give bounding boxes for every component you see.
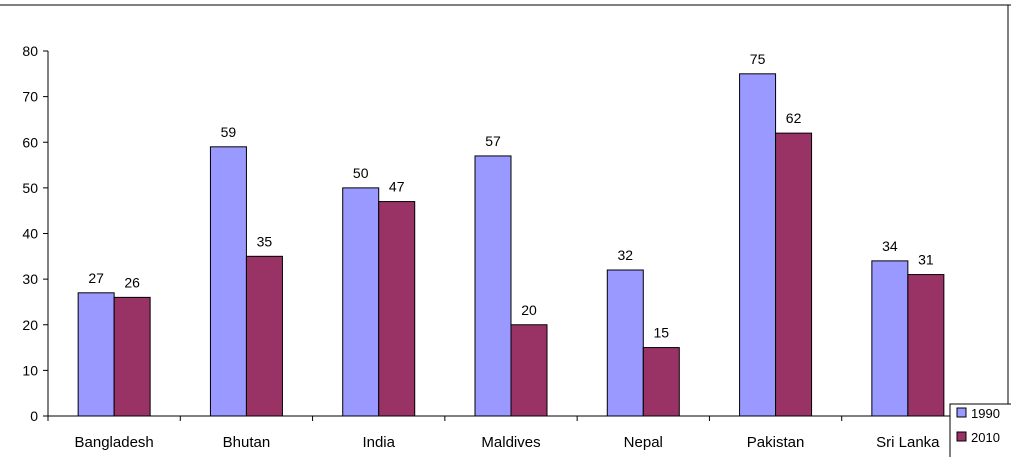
bar-2010-maldives bbox=[510, 324, 548, 417]
bar-2010-nepal bbox=[642, 347, 680, 417]
bar-1990-pakistan bbox=[739, 73, 777, 417]
bar-1990-india bbox=[342, 187, 380, 417]
data-label: 34 bbox=[882, 238, 898, 254]
bar-2010-sri-lanka bbox=[907, 274, 945, 417]
data-label: 75 bbox=[750, 51, 766, 67]
y-tick-label: 30 bbox=[22, 271, 38, 287]
data-label: 26 bbox=[124, 274, 140, 290]
data-label: 32 bbox=[617, 247, 633, 263]
category-label: Bhutan bbox=[223, 434, 271, 451]
category-label: Sri Lanka bbox=[876, 434, 940, 451]
data-label: 35 bbox=[257, 233, 273, 249]
bar-1990-sri-lanka bbox=[871, 260, 909, 417]
y-tick-label: 70 bbox=[22, 89, 38, 105]
y-tick-label: 50 bbox=[22, 180, 38, 196]
y-axis: 0 10 20 30 40 50 60 70 80 bbox=[22, 43, 49, 424]
data-label: 31 bbox=[918, 252, 934, 268]
legend-swatch-1990 bbox=[956, 407, 967, 418]
legend: 1990 2010 bbox=[949, 403, 1011, 462]
category-label: Maldives bbox=[481, 434, 540, 451]
data-label: 50 bbox=[353, 165, 369, 181]
bar-2010-pakistan bbox=[775, 132, 813, 417]
legend-label-1990: 1990 bbox=[971, 406, 1000, 421]
bars-group bbox=[77, 73, 945, 417]
data-labels-group: 27 59 50 57 32 75 34 26 35 47 20 15 62 31 bbox=[88, 51, 934, 341]
legend-label-2010: 2010 bbox=[971, 430, 1000, 445]
bar-1990-bangladesh bbox=[77, 292, 115, 417]
category-label: Bangladesh bbox=[75, 434, 154, 451]
data-label: 62 bbox=[786, 110, 802, 126]
y-tick-label: 40 bbox=[22, 226, 38, 242]
bar-1990-maldives bbox=[474, 155, 512, 417]
y-tick-label: 60 bbox=[22, 134, 38, 150]
x-axis: Bangladesh Bhutan India Maldives Nepal Pakist… bbox=[47, 415, 975, 451]
legend-swatch-2010 bbox=[956, 431, 967, 442]
bar-1990-nepal bbox=[606, 269, 644, 417]
data-label: 57 bbox=[485, 133, 501, 149]
bar-1990-bhutan bbox=[209, 146, 247, 417]
y-tick-label: 0 bbox=[30, 408, 38, 424]
data-label: 59 bbox=[221, 124, 237, 140]
data-label: 47 bbox=[389, 179, 405, 195]
data-label: 20 bbox=[521, 302, 537, 318]
category-label: Nepal bbox=[624, 434, 663, 451]
data-label: 27 bbox=[88, 270, 104, 286]
data-label: 15 bbox=[653, 325, 669, 341]
y-tick-label: 10 bbox=[22, 362, 38, 378]
y-tick-label: 80 bbox=[22, 43, 38, 59]
category-label: India bbox=[362, 434, 395, 451]
bar-2010-bangladesh bbox=[113, 296, 151, 417]
category-label: Pakistan bbox=[747, 434, 805, 451]
y-tick-label: 20 bbox=[22, 317, 38, 333]
bar-2010-india bbox=[378, 201, 416, 417]
bar-2010-bhutan bbox=[245, 255, 283, 417]
